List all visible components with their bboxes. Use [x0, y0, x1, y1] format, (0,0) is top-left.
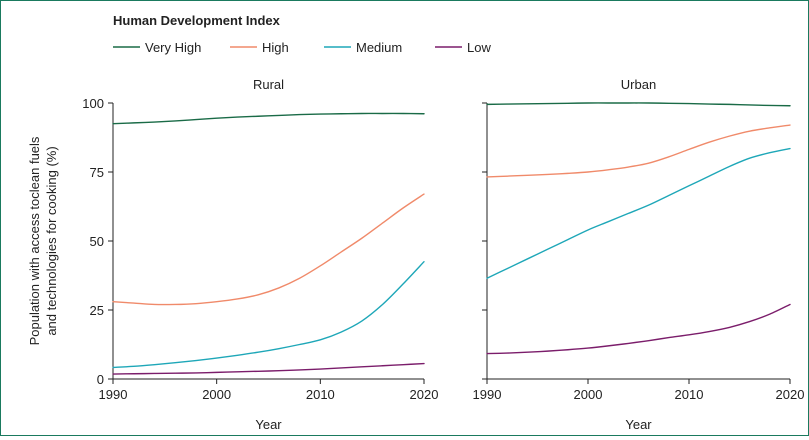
- series-line-rural-low: [112, 362, 425, 375]
- panel-title-rural: Rural: [253, 77, 284, 92]
- legend-label-high: High: [262, 40, 289, 55]
- panel-urban: Urban 1990 2000 2010 2020 Year: [473, 77, 805, 432]
- y-tick-label-25: 25: [90, 303, 104, 318]
- series-line-rural-high: [112, 193, 425, 306]
- x-axis-title-rural: Year: [255, 417, 282, 432]
- y-tick-label-0: 0: [97, 372, 104, 387]
- x-tick-label-rural-2000: 2000: [202, 387, 231, 402]
- panel-rural: Rural 0 25 50 75 100 1990 2000 2010 2020 Year: [82, 77, 438, 432]
- y-axis-title-line-2: and technologies for cooking (%): [44, 146, 59, 335]
- legend-label-medium: Medium: [356, 40, 402, 55]
- legend-title: Human Development Index: [113, 13, 281, 28]
- series-line-rural-medium: [112, 261, 425, 369]
- panel-title-urban: Urban: [621, 77, 656, 92]
- x-tick-label-urban-1990: 1990: [473, 387, 502, 402]
- y-tick-label-75: 75: [90, 165, 104, 180]
- series-line-urban-medium: [486, 147, 791, 279]
- series-line-urban-very-high: [486, 102, 791, 107]
- x-tick-label-urban-2010: 2010: [675, 387, 704, 402]
- series-line-rural-very-high: [112, 112, 425, 125]
- y-axis-title-line-1: Population with access toclean fuels: [27, 136, 42, 345]
- x-tick-label-rural-1990: 1990: [99, 387, 128, 402]
- legend: Human Development Index Very High High M…: [113, 13, 491, 55]
- x-tick-label-rural-2020: 2020: [410, 387, 439, 402]
- x-tick-label-urban-2000: 2000: [574, 387, 603, 402]
- legend-label-low: Low: [467, 40, 491, 55]
- legend-label-very-high: Very High: [145, 40, 201, 55]
- series-line-urban-high: [486, 124, 791, 178]
- x-axis-title-urban: Year: [625, 417, 652, 432]
- y-tick-label-100: 100: [82, 96, 104, 111]
- y-tick-label-50: 50: [90, 234, 104, 249]
- series-line-urban-low: [486, 303, 791, 355]
- x-tick-label-urban-2020: 2020: [776, 387, 805, 402]
- x-tick-label-rural-2010: 2010: [306, 387, 335, 402]
